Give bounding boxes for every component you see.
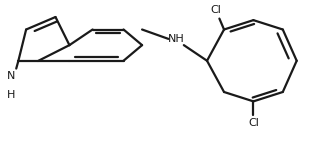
Text: Cl: Cl <box>248 118 259 128</box>
Text: Cl: Cl <box>211 5 222 15</box>
Text: H: H <box>7 90 15 100</box>
Text: N: N <box>7 71 15 81</box>
Text: NH: NH <box>168 34 184 44</box>
